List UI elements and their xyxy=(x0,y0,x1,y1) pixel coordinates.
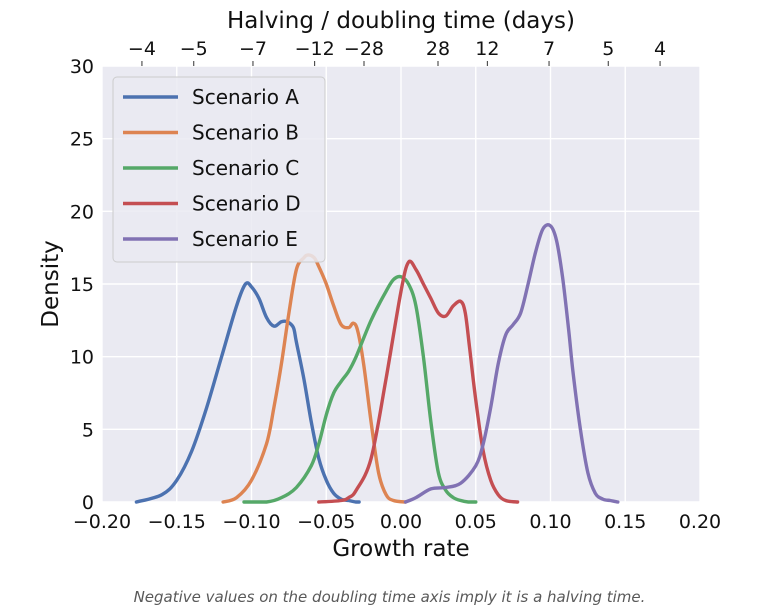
x-tick-label: 0.00 xyxy=(380,511,422,533)
top-tick-label: −7 xyxy=(239,38,267,60)
y-tick-label: 30 xyxy=(70,56,94,78)
x-axis-label: Growth rate xyxy=(332,536,469,562)
y-tick-label: 10 xyxy=(70,347,94,369)
top-tick-label: −28 xyxy=(344,38,384,60)
y-tick-label: 15 xyxy=(70,274,94,296)
y-axis-label: Density xyxy=(38,240,64,327)
top-tick-label: 12 xyxy=(475,38,499,60)
x-tick-label: −0.10 xyxy=(222,511,280,533)
legend: Scenario A Scenario B Scenario C Scenario D… xyxy=(112,76,326,263)
y-tick-label: 20 xyxy=(70,201,94,223)
left-tick-labels: 0 5 10 15 20 25 30 xyxy=(70,56,94,514)
series-line-4 xyxy=(317,259,520,504)
legend-label-4: Scenario D xyxy=(192,192,301,216)
top-tick-label: 28 xyxy=(426,38,450,60)
top-tick-label: 5 xyxy=(602,38,614,60)
series-line-5 xyxy=(403,223,620,504)
top-tick-labels: −4 −5 −7 −12 −28 28 12 7 5 4 xyxy=(128,38,666,66)
figure-caption: Negative values on the doubling time axi… xyxy=(133,588,646,606)
top-tick-label: −12 xyxy=(295,38,335,60)
legend-label-5: Scenario E xyxy=(192,227,298,251)
legend-label-3: Scenario C xyxy=(192,156,299,180)
top-tick-label: −5 xyxy=(180,38,208,60)
series-lines xyxy=(134,223,620,504)
series-line-3 xyxy=(242,274,478,504)
top-tick-label: 4 xyxy=(654,38,666,60)
chart: −0.20 −0.15 −0.10 −0.05 0.00 0.05 0.10 0.15 0.20… xyxy=(38,8,721,562)
y-tick-label: 5 xyxy=(82,419,94,441)
top-tick-label: 7 xyxy=(543,38,555,60)
legend-box xyxy=(112,76,326,263)
x-tick-label: 0.05 xyxy=(455,511,497,533)
x-tick-label: 0.10 xyxy=(529,511,571,533)
top-axis-label: Halving / doubling time (days) xyxy=(227,8,575,34)
x-tick-label: −0.05 xyxy=(297,511,355,533)
top-tick-label: −4 xyxy=(128,38,156,60)
x-tick-label: 0.20 xyxy=(679,511,721,533)
y-tick-label: 25 xyxy=(70,129,94,151)
x-tick-label: −0.20 xyxy=(73,511,131,533)
y-tick-label: 0 xyxy=(82,492,94,514)
legend-label-1: Scenario A xyxy=(192,85,299,109)
bottom-tick-labels: −0.20 −0.15 −0.10 −0.05 0.00 0.05 0.10 0.15 0.20 xyxy=(73,511,721,533)
series-line-1 xyxy=(134,281,361,504)
x-tick-label: −0.15 xyxy=(148,511,206,533)
legend-label-2: Scenario B xyxy=(192,121,299,145)
x-tick-label: 0.15 xyxy=(604,511,646,533)
series-line-2 xyxy=(221,253,408,504)
